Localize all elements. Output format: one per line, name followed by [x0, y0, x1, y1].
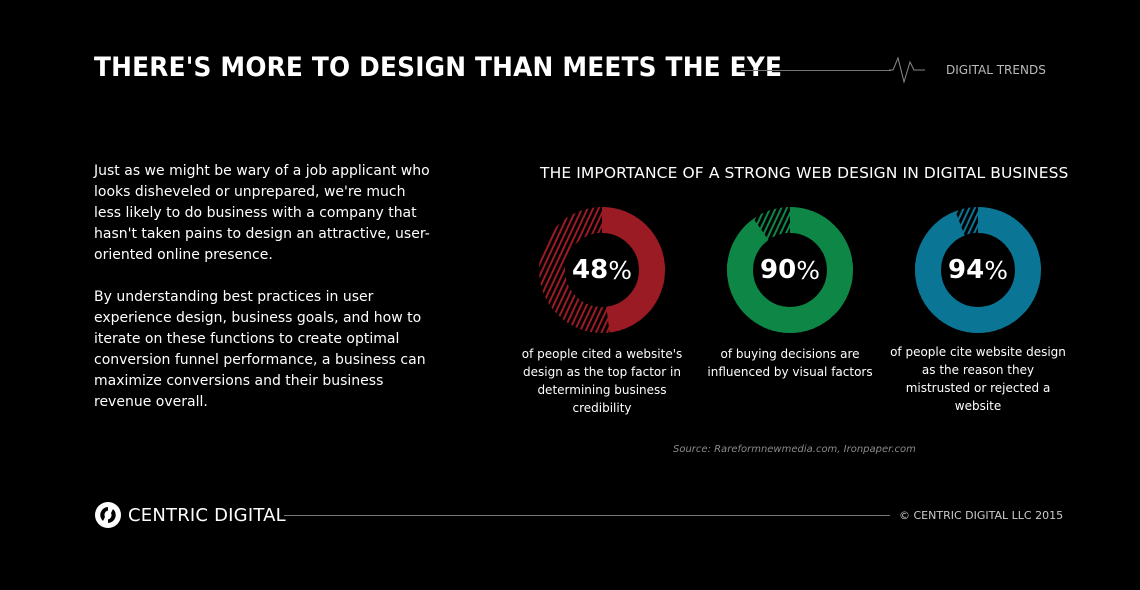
donut-chart-94: 94%	[914, 206, 1042, 334]
copyright: © CENTRIC DIGITAL LLC 2015	[899, 509, 1064, 522]
caption-90: of buying decisions are influenced by vi…	[707, 347, 873, 379]
footer-divider	[284, 515, 890, 516]
page-title: THERE'S MORE TO DESIGN THAN MEETS THE EY…	[94, 52, 783, 83]
chart-title: THE IMPORTANCE OF A STRONG WEB DESIGN IN…	[540, 164, 1069, 182]
percent-value: 48	[572, 255, 609, 285]
caption-94: of people cite website design as the rea…	[890, 345, 1066, 413]
heartbeat-pulse-icon	[889, 56, 925, 84]
percent-value: 90	[760, 255, 797, 285]
percent-value: 94	[948, 255, 985, 285]
brand-name: CENTRIC DIGITAL	[128, 505, 286, 526]
section-tag: DIGITAL TRENDS	[946, 63, 1046, 77]
caption-48: of people cited a website's design as th…	[521, 347, 683, 415]
donut-chart-90: 90%	[726, 206, 854, 334]
donut-ring	[915, 207, 1041, 333]
intro-paragraph-2: By understanding best practices in user …	[94, 289, 426, 410]
donut-ring	[539, 207, 665, 333]
source-note: Source: Rareformnewmedia.com, Ironpaper.…	[673, 444, 916, 455]
donut-ring	[727, 207, 853, 333]
header-divider	[741, 70, 891, 71]
donut-chart-48: 48%	[538, 206, 666, 334]
intro-paragraph-1: Just as we might be wary of a job applic…	[94, 163, 430, 263]
centric-digital-logo-icon	[95, 502, 121, 528]
